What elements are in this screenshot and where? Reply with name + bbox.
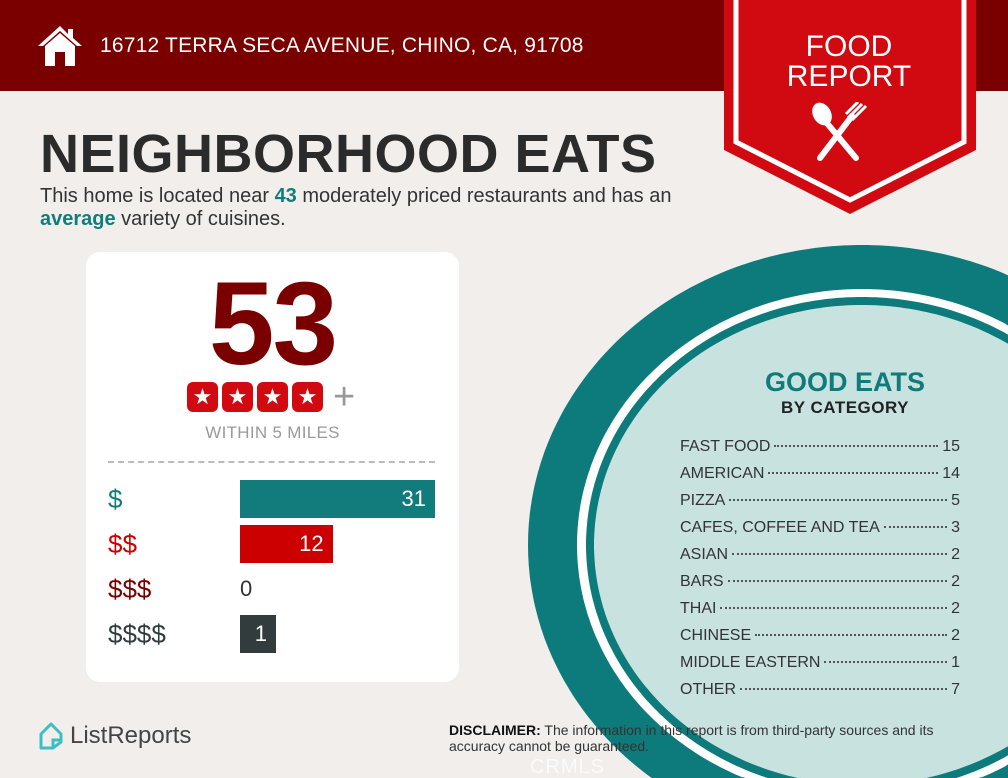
category-list: FAST FOOD 15 AMERICAN 14 PIZZA 5 CAFES, COFFEE… xyxy=(680,437,960,707)
listreports-logo-icon xyxy=(39,722,63,750)
dot-leader xyxy=(729,499,948,501)
dot-leader xyxy=(774,445,939,447)
page-title: NEIGHBORHOOD EATS xyxy=(40,124,657,184)
category-count: 5 xyxy=(951,492,960,509)
home-icon xyxy=(38,26,82,66)
summary-text-part: variety of cuisines. xyxy=(115,208,286,230)
category-name: PIZZA xyxy=(680,492,726,509)
badge-line-1: FOOD xyxy=(805,30,893,63)
category-name: CAFES, COFFEE AND TEA xyxy=(680,519,880,536)
price-row: $$$$ 1 xyxy=(108,615,438,653)
plate-center xyxy=(594,305,1008,778)
category-count: 2 xyxy=(951,600,960,617)
category-row: ASIAN 2 xyxy=(680,545,960,572)
category-count: 1 xyxy=(951,654,960,671)
dot-leader xyxy=(824,661,948,663)
price-label: $$$$ xyxy=(108,619,166,649)
price-label: $$ xyxy=(108,529,137,559)
category-row: PIZZA 5 xyxy=(680,491,960,518)
dot-leader xyxy=(768,472,939,474)
category-row: THAI 2 xyxy=(680,599,960,626)
category-count: 14 xyxy=(942,465,960,482)
price-row: $$$ 0 xyxy=(108,570,438,608)
category-count: 2 xyxy=(951,573,960,590)
spoon-fork-icon xyxy=(812,102,868,161)
disclaimer-label: DISCLAIMER: xyxy=(449,722,541,738)
star-icon: ★ xyxy=(292,382,323,412)
divider xyxy=(108,461,435,463)
category-row: OTHER 7 xyxy=(680,680,960,707)
price-label: $$$ xyxy=(108,574,152,604)
dot-leader xyxy=(727,580,948,582)
price-row: $$ 12 xyxy=(108,525,438,563)
disclaimer-text: The information in this report is from t… xyxy=(449,722,934,754)
category-count: 3 xyxy=(951,519,960,536)
category-name: CHINESE xyxy=(680,627,752,644)
badge-title: FOOD REPORT xyxy=(724,32,974,92)
price-bar: 1 xyxy=(240,615,276,653)
category-row: FAST FOOD 15 xyxy=(680,437,960,464)
category-row: AMERICAN 14 xyxy=(680,464,960,491)
star-icon: ★ xyxy=(257,382,288,412)
category-name: ASIAN xyxy=(680,546,729,563)
total-restaurants: 53 xyxy=(208,258,338,390)
summary-card xyxy=(86,252,459,682)
category-row: BARS 2 xyxy=(680,572,960,599)
category-count: 2 xyxy=(951,546,960,563)
category-name: MIDDLE EASTERN xyxy=(680,654,821,671)
category-count: 2 xyxy=(951,627,960,644)
radius-label: WITHIN 5 MILES xyxy=(205,423,340,442)
dot-leader xyxy=(883,526,948,528)
dot-leader xyxy=(720,607,948,609)
listreports-logo: ListReports xyxy=(38,721,191,751)
category-name: THAI xyxy=(680,600,717,617)
category-row: CAFES, COFFEE AND TEA 3 xyxy=(680,518,960,545)
dot-leader xyxy=(755,634,948,636)
watermark: CRMLS xyxy=(530,756,606,778)
star-icon: ★ xyxy=(222,382,253,412)
listreports-logo-text: ListReports xyxy=(70,722,192,749)
food-report-badge xyxy=(724,0,976,214)
dot-leader xyxy=(732,553,948,555)
property-address: 16712 TERRA SECA AVENUE, CHINO, CA, 9170… xyxy=(100,34,584,57)
category-count: 7 xyxy=(951,681,960,698)
category-row: MIDDLE EASTERN 1 xyxy=(680,653,960,680)
good-eats-subtitle: BY CATEGORY xyxy=(781,398,909,417)
category-name: BARS xyxy=(680,573,724,590)
star-rating: ★ ★ ★ ★ + xyxy=(187,376,356,418)
price-row: $31 xyxy=(108,480,438,518)
badge-line-2: REPORT xyxy=(786,60,912,93)
dot-leader xyxy=(740,688,948,690)
category-row: CHINESE 2 xyxy=(680,626,960,653)
price-bar: 31 xyxy=(240,480,435,518)
summary-text-part: This home is located near xyxy=(40,185,275,207)
price-bar: 12 xyxy=(240,525,333,563)
variety-level: average xyxy=(40,208,116,230)
category-count: 15 xyxy=(942,438,960,455)
category-name: FAST FOOD xyxy=(680,438,771,455)
plus-icon: + xyxy=(333,376,356,418)
disclaimer: DISCLAIMER: The information in this repo… xyxy=(449,722,989,754)
summary-text-part: moderately priced restaurants and has an xyxy=(296,185,672,207)
price-bar: 0 xyxy=(240,576,253,601)
summary-text: This home is located near 43 moderately … xyxy=(40,185,720,231)
good-eats-title: GOOD EATS xyxy=(764,367,925,397)
category-name: AMERICAN xyxy=(680,465,765,482)
restaurant-count: 43 xyxy=(274,185,297,207)
category-name: OTHER xyxy=(680,681,736,698)
star-icon: ★ xyxy=(187,382,218,412)
price-label: $ xyxy=(108,484,123,514)
